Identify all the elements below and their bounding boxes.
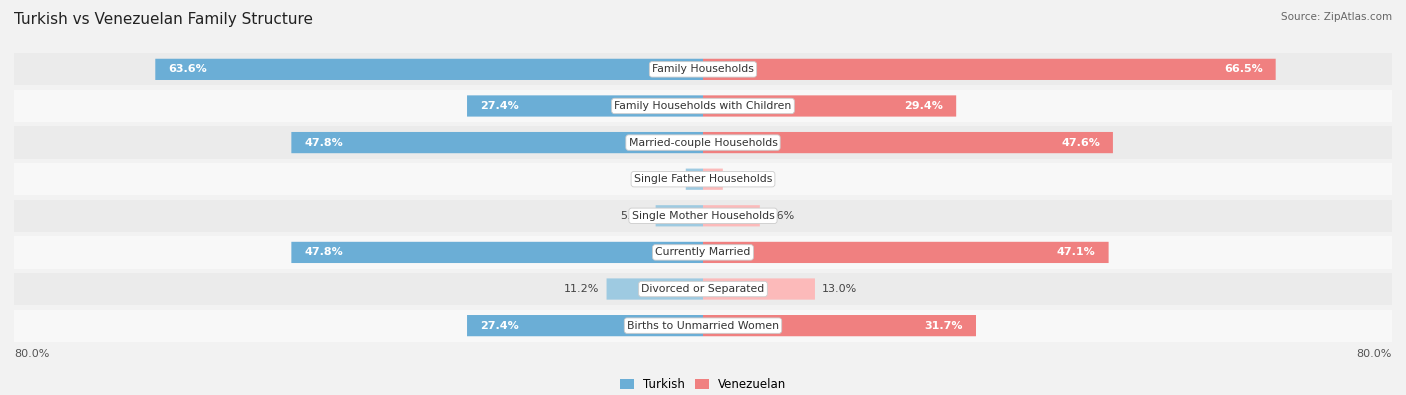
- Text: 80.0%: 80.0%: [14, 350, 49, 359]
- FancyBboxPatch shape: [467, 315, 703, 336]
- Text: Divorced or Separated: Divorced or Separated: [641, 284, 765, 294]
- FancyBboxPatch shape: [606, 278, 703, 300]
- FancyBboxPatch shape: [291, 242, 703, 263]
- Text: Source: ZipAtlas.com: Source: ZipAtlas.com: [1281, 12, 1392, 22]
- Bar: [14, 126, 1392, 159]
- Text: 2.3%: 2.3%: [730, 174, 758, 184]
- FancyBboxPatch shape: [703, 278, 815, 300]
- Text: 27.4%: 27.4%: [479, 321, 519, 331]
- FancyBboxPatch shape: [703, 242, 1108, 263]
- FancyBboxPatch shape: [703, 315, 976, 336]
- Text: Births to Unmarried Women: Births to Unmarried Women: [627, 321, 779, 331]
- Text: 5.5%: 5.5%: [620, 211, 648, 221]
- Text: 63.6%: 63.6%: [169, 64, 207, 74]
- FancyBboxPatch shape: [155, 59, 703, 80]
- FancyBboxPatch shape: [703, 59, 1275, 80]
- Text: 31.7%: 31.7%: [925, 321, 963, 331]
- Text: 66.5%: 66.5%: [1225, 64, 1263, 74]
- Text: 47.6%: 47.6%: [1062, 137, 1099, 148]
- Bar: [14, 236, 1392, 269]
- FancyBboxPatch shape: [467, 95, 703, 117]
- Text: 2.0%: 2.0%: [651, 174, 679, 184]
- FancyBboxPatch shape: [703, 132, 1114, 153]
- Text: Married-couple Households: Married-couple Households: [628, 137, 778, 148]
- Bar: [14, 90, 1392, 122]
- FancyBboxPatch shape: [703, 205, 759, 226]
- Legend: Turkish, Venezuelan: Turkish, Venezuelan: [614, 373, 792, 395]
- Text: Single Mother Households: Single Mother Households: [631, 211, 775, 221]
- Text: 11.2%: 11.2%: [564, 284, 599, 294]
- Bar: [14, 53, 1392, 85]
- Text: Turkish vs Venezuelan Family Structure: Turkish vs Venezuelan Family Structure: [14, 12, 314, 27]
- Text: 13.0%: 13.0%: [823, 284, 858, 294]
- Text: 6.6%: 6.6%: [766, 211, 794, 221]
- Text: 29.4%: 29.4%: [904, 101, 943, 111]
- Bar: [14, 163, 1392, 195]
- Text: Family Households with Children: Family Households with Children: [614, 101, 792, 111]
- FancyBboxPatch shape: [703, 95, 956, 117]
- Text: 27.4%: 27.4%: [479, 101, 519, 111]
- Text: 47.8%: 47.8%: [304, 137, 343, 148]
- FancyBboxPatch shape: [686, 169, 703, 190]
- Text: Currently Married: Currently Married: [655, 247, 751, 258]
- Bar: [14, 200, 1392, 232]
- Text: Family Households: Family Households: [652, 64, 754, 74]
- FancyBboxPatch shape: [655, 205, 703, 226]
- Text: 47.1%: 47.1%: [1057, 247, 1095, 258]
- Bar: [14, 310, 1392, 342]
- Text: 47.8%: 47.8%: [304, 247, 343, 258]
- Text: Single Father Households: Single Father Households: [634, 174, 772, 184]
- Text: 80.0%: 80.0%: [1357, 350, 1392, 359]
- FancyBboxPatch shape: [291, 132, 703, 153]
- Bar: [14, 273, 1392, 305]
- FancyBboxPatch shape: [703, 169, 723, 190]
